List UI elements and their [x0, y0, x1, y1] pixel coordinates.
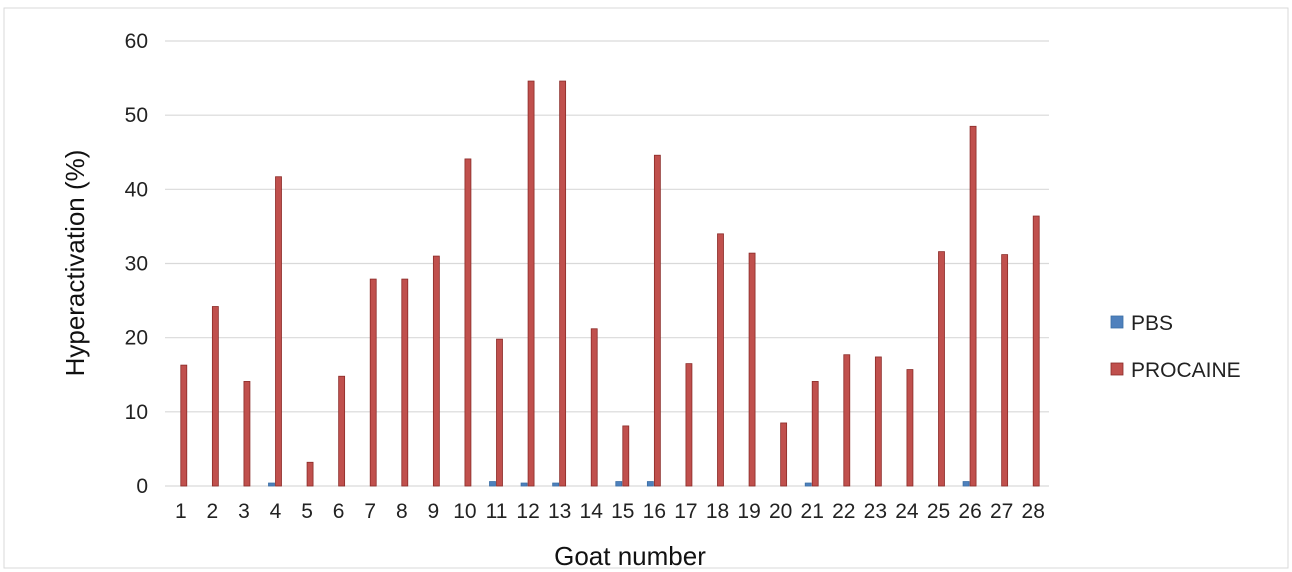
- procaine-bar-13: [559, 80, 567, 487]
- x-tick-label: 21: [801, 500, 824, 523]
- x-axis-title: Goat number: [554, 541, 706, 571]
- procaine-bar-20: [780, 422, 788, 487]
- x-tick-label: 20: [769, 500, 792, 523]
- x-tick-label: 10: [453, 500, 476, 523]
- procaine-bar-17: [685, 363, 693, 487]
- procaine-bar-12: [527, 80, 535, 487]
- procaine-bar-19: [748, 252, 756, 487]
- procaine-bar-14: [590, 328, 598, 487]
- pbs-bar-4: [268, 482, 275, 487]
- x-tick-label: 9: [428, 500, 440, 523]
- procaine-bar-18: [717, 233, 724, 487]
- procaine-bar-11: [496, 338, 503, 487]
- pbs-bar-15: [615, 481, 623, 487]
- x-tick-label: 15: [611, 500, 634, 523]
- procaine-bar-16: [653, 154, 661, 487]
- pbs-bar-26: [962, 481, 970, 487]
- legend: PBS PROCAINE: [1110, 312, 1241, 382]
- procaine-bar-26: [969, 125, 977, 487]
- x-tick-label: 4: [270, 500, 282, 523]
- pbs-bar-16: [646, 481, 654, 487]
- y-tick-label: 30: [125, 253, 148, 276]
- x-tick-label: 18: [706, 500, 729, 523]
- y-tick-label: 40: [125, 178, 148, 201]
- procaine-bar-6: [338, 375, 346, 487]
- procaine-bar-9: [432, 255, 440, 487]
- y-tick-label: 50: [125, 104, 148, 127]
- x-tick-label: 5: [301, 500, 313, 523]
- procaine-bar-5: [306, 461, 314, 487]
- procaine-bar-23: [874, 356, 882, 487]
- x-tick-label: 24: [895, 500, 919, 523]
- x-tick-label: 17: [674, 500, 697, 523]
- pbs-bar-13: [552, 482, 560, 487]
- procaine-bar-25: [938, 251, 945, 487]
- pbs-legend-label: PBS: [1131, 312, 1173, 335]
- x-tick-label: 19: [737, 500, 760, 523]
- y-axis-title: Hyperactivation (%): [60, 150, 90, 377]
- x-tick-label: 27: [990, 500, 1013, 523]
- x-tick-label: 11: [486, 500, 508, 523]
- procaine-bar-24: [906, 369, 914, 487]
- procaine-legend-label: PROCAINE: [1131, 359, 1241, 382]
- x-tick-label: 22: [832, 500, 855, 523]
- x-tick-label: 26: [958, 500, 981, 523]
- pbs-bar-12: [520, 482, 528, 487]
- y-tick-label: 60: [125, 30, 148, 53]
- procaine-bar-15: [622, 425, 630, 487]
- x-tick-label: 23: [864, 500, 887, 523]
- procaine-bar-4: [275, 176, 282, 487]
- x-tick-label: 6: [333, 500, 345, 523]
- gridlines: [165, 40, 1049, 487]
- x-tick-label: 28: [1022, 500, 1045, 523]
- procaine-bar-10: [464, 158, 472, 487]
- procaine-bar-1: [180, 364, 188, 487]
- procaine-bar-2: [211, 306, 219, 487]
- chart-frame: [3, 7, 1289, 569]
- x-tick-label: 8: [396, 500, 408, 523]
- pbs-bar-11: [489, 481, 496, 487]
- x-tick-label: 13: [548, 500, 571, 523]
- procaine-bar-27: [1001, 254, 1009, 487]
- x-tick-label: 7: [364, 500, 376, 523]
- procaine-bar-8: [401, 278, 409, 487]
- x-tick-label: 1: [175, 500, 187, 523]
- x-tick-label: 2: [207, 500, 219, 523]
- x-tick-label: 16: [643, 500, 666, 523]
- procaine-bar-21: [811, 381, 819, 487]
- bars: [180, 80, 1040, 487]
- y-tick-label: 20: [125, 327, 148, 350]
- x-tick-label: 3: [238, 500, 250, 523]
- procaine-bar-28: [1032, 215, 1040, 487]
- y-tick-label: 0: [136, 475, 148, 498]
- x-tick-label: 14: [580, 500, 604, 523]
- x-tick-label: 25: [927, 500, 950, 523]
- x-tick-label: 12: [516, 500, 539, 523]
- procaine-bar-3: [243, 381, 251, 487]
- procaine-bar-7: [369, 278, 377, 487]
- procaine-legend-swatch: [1110, 362, 1124, 376]
- procaine-bar-22: [843, 354, 851, 487]
- plot-bottom-mask: [5, 505, 1287, 511]
- pbs-bar-21: [804, 482, 812, 487]
- y-tick-label: 10: [125, 401, 148, 424]
- pbs-legend-swatch: [1110, 315, 1124, 329]
